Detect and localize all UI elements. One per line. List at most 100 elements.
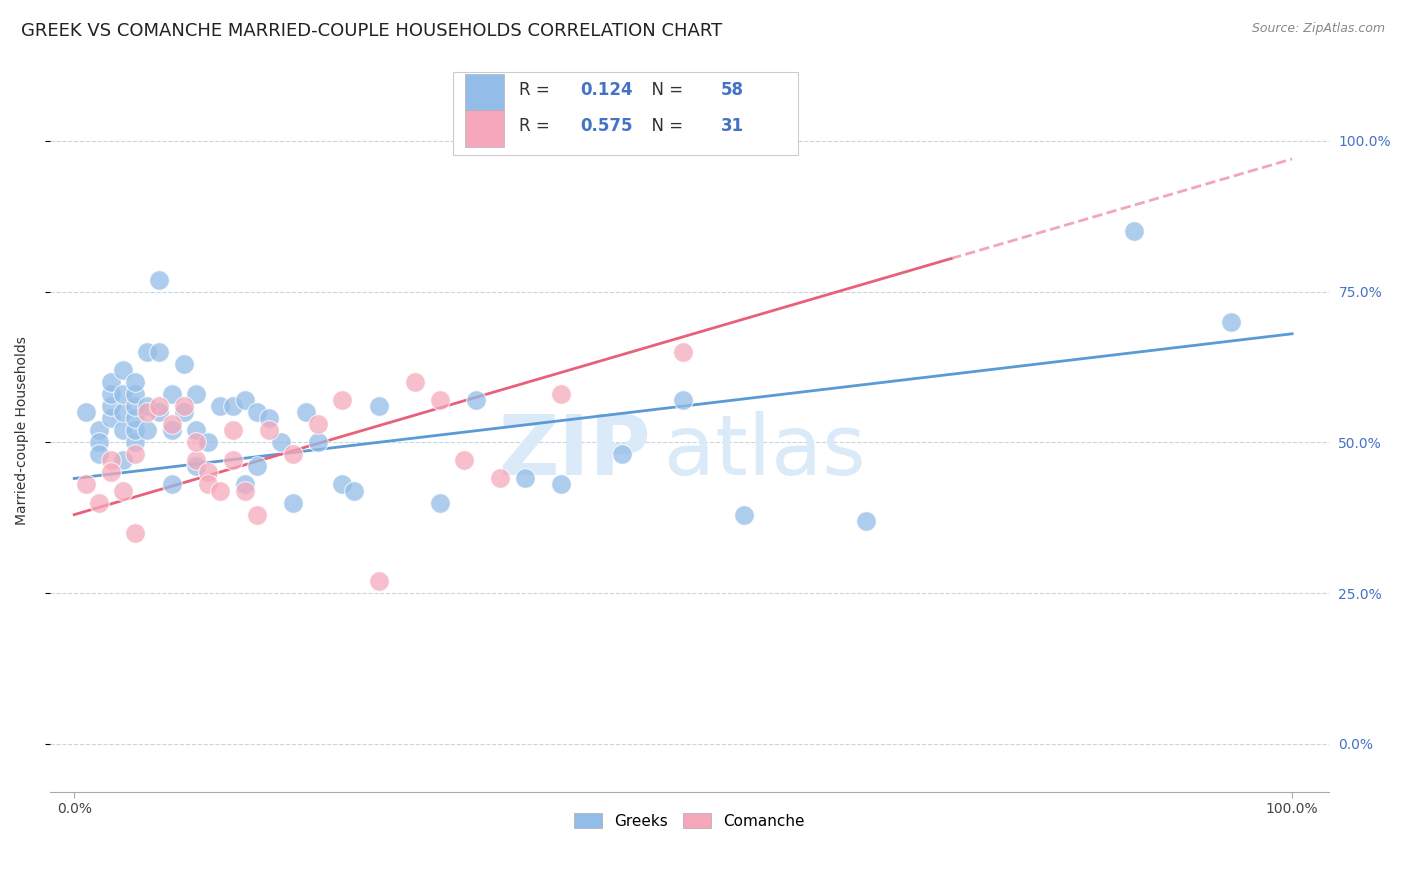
Point [246,459,269,474]
Point [257,423,280,437]
Point [612,447,634,461]
Point [160,423,183,437]
Point [330,477,353,491]
Point [294,405,316,419]
Point [550,477,572,491]
Point [111,405,134,419]
Point [75,405,97,419]
Point [148,272,170,286]
Point [160,417,183,432]
Point [136,399,159,413]
Point [330,393,353,408]
Point [270,435,292,450]
Point [550,387,572,401]
Point [100,411,122,425]
Point [1122,224,1144,238]
Point [307,435,329,450]
Point [1220,315,1243,329]
Point [221,423,243,437]
FancyBboxPatch shape [465,111,503,146]
Point [173,399,195,413]
Point [184,459,207,474]
Point [124,387,146,401]
Point [233,483,256,498]
Point [209,399,232,413]
Point [197,435,219,450]
Point [87,435,110,450]
Point [124,375,146,389]
Point [87,423,110,437]
Point [429,393,451,408]
Text: 0.575: 0.575 [581,117,633,136]
Point [221,453,243,467]
Point [672,393,695,408]
Point [672,344,695,359]
Point [404,375,426,389]
Point [124,423,146,437]
Point [136,344,159,359]
Point [465,393,488,408]
Text: GREEK VS COMANCHE MARRIED-COUPLE HOUSEHOLDS CORRELATION CHART: GREEK VS COMANCHE MARRIED-COUPLE HOUSEHO… [21,22,723,40]
Point [124,447,146,461]
Point [111,483,134,498]
Text: 58: 58 [721,80,744,99]
Point [111,363,134,377]
Point [100,399,122,413]
Point [184,453,207,467]
Point [367,399,389,413]
Point [111,423,134,437]
Point [855,514,877,528]
Text: 0.124: 0.124 [581,80,633,99]
Point [283,495,305,509]
Point [233,477,256,491]
Point [173,405,195,419]
Legend: Greeks, Comanche: Greeks, Comanche [568,807,810,835]
Point [173,357,195,371]
Point [233,393,256,408]
Point [87,447,110,461]
Point [160,387,183,401]
Point [307,417,329,432]
Text: N =: N = [641,117,688,136]
Point [87,495,110,509]
Point [111,453,134,467]
Text: ZIP: ZIP [498,411,651,492]
Point [197,466,219,480]
Text: R =: R = [519,80,555,99]
Point [100,453,122,467]
Point [148,405,170,419]
Point [100,466,122,480]
Text: 31: 31 [721,117,744,136]
Point [184,387,207,401]
Point [513,471,536,485]
Y-axis label: Married-couple Households: Married-couple Households [15,335,30,524]
FancyBboxPatch shape [453,72,799,155]
Point [100,375,122,389]
Point [257,411,280,425]
Point [453,453,475,467]
Point [75,477,97,491]
Point [100,387,122,401]
Point [246,405,269,419]
Point [733,508,755,522]
Point [209,483,232,498]
Text: R =: R = [519,117,555,136]
Point [124,411,146,425]
Point [124,435,146,450]
Point [429,495,451,509]
Text: Source: ZipAtlas.com: Source: ZipAtlas.com [1251,22,1385,36]
Point [367,574,389,588]
Point [124,399,146,413]
Text: atlas: atlas [664,411,866,492]
Text: N =: N = [641,80,688,99]
Point [136,423,159,437]
Point [489,471,512,485]
FancyBboxPatch shape [465,74,503,110]
Point [197,477,219,491]
Point [221,399,243,413]
Point [124,525,146,540]
Point [136,405,159,419]
Point [283,447,305,461]
Point [148,399,170,413]
Point [160,477,183,491]
